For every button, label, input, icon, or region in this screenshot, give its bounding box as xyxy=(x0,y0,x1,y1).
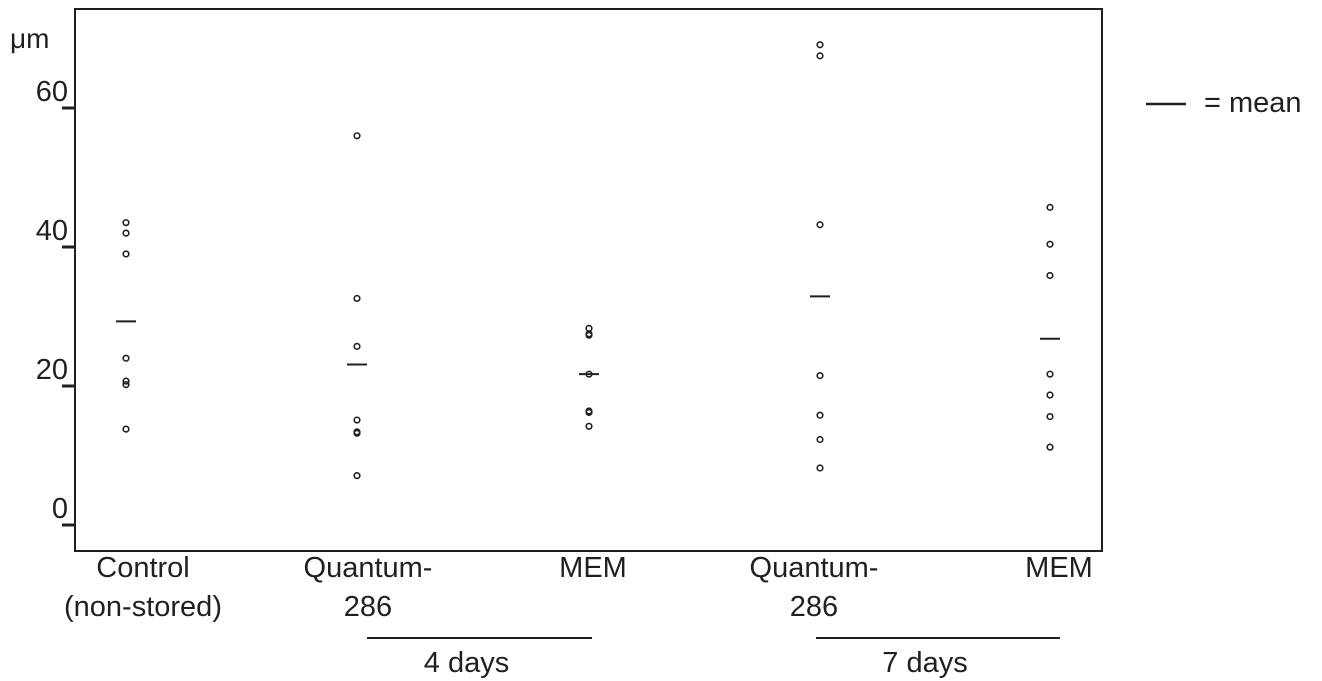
data-point xyxy=(122,219,130,227)
data-point xyxy=(1046,370,1054,378)
data-point xyxy=(122,354,130,362)
data-point xyxy=(122,377,130,385)
data-point xyxy=(353,428,361,436)
y-tick-label: 40 xyxy=(36,215,68,247)
x-axis-labels: Control (non-stored) Quantum- 286 MEM Quantum… xyxy=(64,552,1093,623)
x-category-label: Control xyxy=(96,552,190,584)
data-point xyxy=(585,408,593,417)
data-point xyxy=(122,381,130,389)
x-category-label: MEM xyxy=(1025,552,1093,584)
data-point xyxy=(1046,412,1054,421)
data-point xyxy=(122,229,130,237)
y-axis: 0 20 40 60 xyxy=(36,76,76,527)
y-tick-label: 0 xyxy=(52,493,68,525)
data-point xyxy=(353,294,361,303)
group-label: 4 days xyxy=(424,647,509,679)
x-category-label: Quantum- xyxy=(750,552,879,584)
data-point xyxy=(353,416,361,424)
data-point xyxy=(585,422,593,430)
data-points xyxy=(116,41,1060,480)
data-point xyxy=(353,472,361,480)
group-brackets: 4 days 7 days xyxy=(367,637,1060,679)
data-point xyxy=(122,250,130,258)
group-label: 7 days xyxy=(882,647,967,679)
data-point xyxy=(353,132,361,140)
data-point xyxy=(585,331,593,339)
y-axis-unit-label: μm xyxy=(10,23,49,54)
data-point xyxy=(353,342,361,350)
data-point xyxy=(1046,240,1054,248)
data-point xyxy=(122,425,130,433)
data-point xyxy=(816,411,824,419)
data-point xyxy=(816,371,824,380)
y-tick-label: 60 xyxy=(36,76,68,108)
x-category-label: Quantum- xyxy=(304,552,433,584)
data-point xyxy=(816,52,824,60)
data-point xyxy=(1046,203,1054,211)
data-point xyxy=(816,221,824,229)
legend-mean-label: = mean xyxy=(1204,87,1302,119)
data-point xyxy=(816,435,824,444)
plot-frame xyxy=(74,8,1103,552)
x-category-label: (non-stored) xyxy=(64,591,222,623)
data-point xyxy=(816,464,824,472)
data-point xyxy=(1046,271,1054,280)
x-category-label: 286 xyxy=(344,591,392,623)
y-tick-label: 20 xyxy=(36,354,68,386)
x-category-label: MEM xyxy=(559,552,627,584)
x-category-label: 286 xyxy=(790,591,838,623)
data-point xyxy=(1046,443,1054,451)
data-point xyxy=(1046,391,1054,399)
data-point xyxy=(816,41,824,49)
legend: = mean xyxy=(1146,87,1302,119)
